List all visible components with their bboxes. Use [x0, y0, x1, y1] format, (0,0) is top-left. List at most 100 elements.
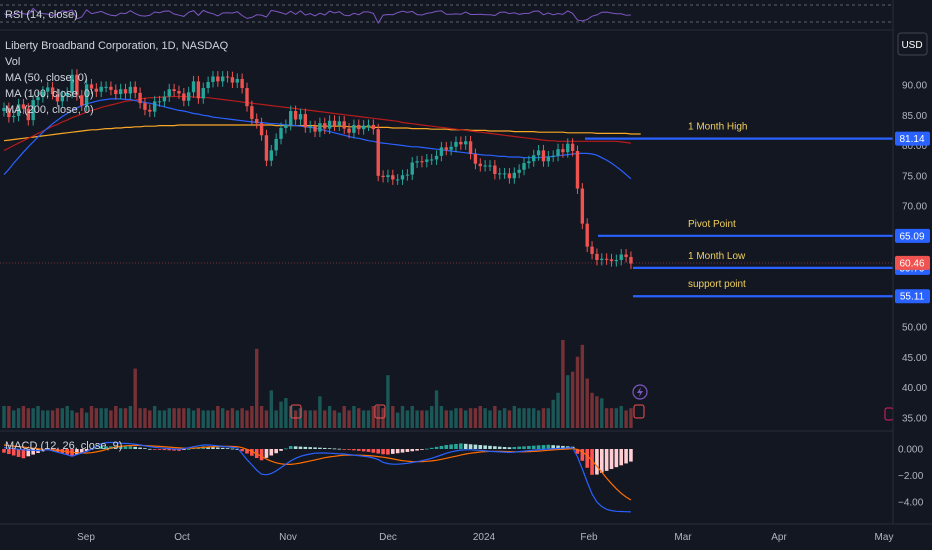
- volume-bar: [26, 408, 30, 428]
- candle-body: [7, 108, 11, 118]
- candle-body: [604, 258, 609, 260]
- candle-body: [420, 161, 424, 163]
- candle-body: [556, 149, 560, 156]
- candle-body: [109, 86, 113, 90]
- macd-histogram-bar: [478, 445, 483, 449]
- macd-histogram-bar: [415, 449, 419, 451]
- level-annotation: support point: [688, 279, 746, 290]
- candle-body: [444, 147, 448, 150]
- volume-bar: [274, 410, 278, 428]
- time-axis[interactable]: Sep Oct Nov Dec 2024 Feb Mar Apr May: [77, 532, 893, 543]
- price-tick-label: 40.00: [902, 383, 927, 394]
- candle-body: [629, 256, 633, 264]
- macd-histogram-bar: [395, 449, 400, 454]
- volume-bar: [211, 410, 215, 428]
- rsi-pane: RSI (14, close): [0, 4, 893, 25]
- candle-body: [439, 147, 444, 156]
- legend-ma100[interactable]: MA (100, close, 0): [5, 88, 94, 100]
- legend-vol[interactable]: Vol: [5, 56, 20, 68]
- macd-histogram-bar: [604, 449, 609, 471]
- candle-body: [60, 95, 65, 102]
- candle-body: [31, 100, 35, 121]
- candle-body: [561, 149, 565, 153]
- volume-bar: [624, 410, 628, 428]
- rsi-label[interactable]: RSI (14, close): [5, 9, 78, 21]
- volume-bar: [464, 410, 468, 428]
- chart-title[interactable]: Liberty Broadband Corporation, 1D, NASDA…: [5, 40, 229, 52]
- macd-histogram-bar: [624, 449, 628, 464]
- macd-histogram-bar: [94, 447, 99, 449]
- volume-bar: [7, 406, 11, 428]
- candle-body: [449, 146, 453, 150]
- macd-histogram-bar: [439, 445, 444, 449]
- currency-button[interactable]: USD: [897, 32, 928, 56]
- candle-body: [527, 161, 531, 164]
- candle-body: [114, 89, 118, 95]
- candle-body: [522, 163, 526, 170]
- legend-ma50[interactable]: MA (50, close, 0): [5, 72, 88, 84]
- time-tick-label: Nov: [279, 532, 297, 543]
- macd-histogram-bar: [79, 449, 84, 453]
- macd-histogram-bar: [143, 448, 147, 450]
- macd-histogram-bar: [240, 449, 244, 452]
- legend-ma200[interactable]: MA (200, close, 0): [5, 104, 94, 116]
- volume-bar: [118, 408, 123, 428]
- macd-histogram-bar: [162, 449, 167, 451]
- candle-body: [16, 104, 21, 116]
- candle-body: [600, 258, 604, 260]
- candle-body: [614, 259, 619, 262]
- volume-bar: [318, 396, 322, 428]
- volume-bars: [2, 340, 633, 428]
- macd-histogram-bar: [104, 446, 108, 449]
- candle-body: [269, 150, 273, 161]
- volume-bar: [80, 408, 84, 428]
- volume-bar: [75, 412, 79, 428]
- macd-histogram-bar: [454, 443, 458, 449]
- earnings-marker-2[interactable]: [374, 404, 386, 419]
- macd-histogram-bar: [16, 449, 21, 457]
- dividend-bolt-icon[interactable]: [632, 384, 648, 400]
- candle-body: [361, 125, 366, 130]
- price-tick-label: 75.00: [902, 171, 927, 182]
- volume-bar: [376, 406, 380, 428]
- candle-body: [104, 86, 108, 88]
- macd-histogram-bar: [123, 446, 128, 449]
- candle-body: [488, 165, 492, 167]
- volume-bar: [600, 398, 604, 428]
- earnings-marker-3[interactable]: [633, 404, 645, 419]
- price-tick-label: 85.00: [902, 111, 927, 122]
- moving-averages: [3, 95, 641, 180]
- currency-button-frame[interactable]: [897, 32, 928, 56]
- level-lines: 1 Month High Pivot Point 1 Month Low suppor…: [585, 122, 893, 298]
- price-axis[interactable]: 90.0085.0080.0075.0070.0065.0050.0045.00…: [902, 81, 927, 425]
- candle-body: [289, 111, 293, 125]
- earnings-markers: [290, 384, 894, 421]
- volume-bar: [449, 410, 453, 428]
- candle-body: [347, 128, 351, 133]
- volume-bar: [123, 408, 128, 428]
- macd-tick-label: −4.00: [898, 498, 924, 509]
- macd-histogram-bar: [580, 449, 585, 461]
- volume-bar: [478, 406, 482, 428]
- macd-histogram-bar: [512, 447, 517, 449]
- volume-bar: [415, 410, 419, 428]
- macd-histogram-bar: [381, 449, 385, 455]
- volume-bar: [483, 408, 487, 428]
- candle-body: [191, 81, 196, 93]
- macd-tick-label: 0.000: [898, 445, 923, 456]
- macd-axis[interactable]: 0.000 −2.00 −4.00: [898, 445, 924, 509]
- volume-bar: [84, 412, 89, 428]
- earnings-marker-1[interactable]: [290, 404, 302, 419]
- candle-body: [541, 150, 546, 162]
- candle-body: [157, 101, 162, 103]
- level-price-tag-label: 55.11: [900, 292, 925, 303]
- volume-bar: [303, 410, 308, 428]
- volume-bar: [536, 410, 541, 428]
- candle-body: [118, 89, 123, 95]
- macd-histogram-bar: [220, 447, 225, 449]
- macd-histogram-bar: [434, 446, 439, 449]
- macd-histogram-bar: [595, 449, 599, 475]
- macd-label[interactable]: MACD (12, 26, close, 9): [5, 440, 122, 452]
- volume-bar: [196, 408, 201, 428]
